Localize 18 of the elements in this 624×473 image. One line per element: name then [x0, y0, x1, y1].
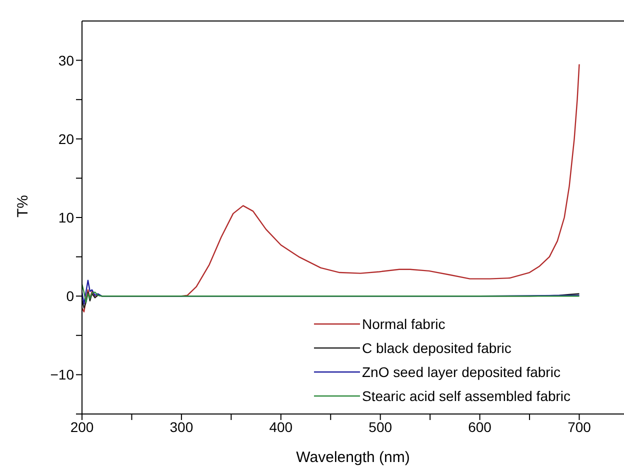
x-tick-label: 500 — [368, 418, 392, 435]
legend-label: Stearic acid self assembled fabric — [362, 388, 571, 404]
x-axis-title: Wavelength (nm) — [296, 449, 410, 466]
y-tick-label: 30 — [58, 52, 74, 68]
y-tick-label: 10 — [58, 209, 74, 226]
x-tick-label: 700 — [568, 418, 592, 435]
x-tick-label: 400 — [269, 418, 293, 435]
x-tick-label: 300 — [170, 418, 194, 435]
y-tick-label: 0 — [66, 288, 74, 304]
line-series — [82, 284, 580, 303]
y-tick-label: −10 — [50, 366, 74, 383]
legend-label: ZnO seed layer deposited fabric — [362, 364, 560, 380]
x-tick-label: 200 — [70, 418, 94, 435]
legend-label: C black deposited fabric — [362, 340, 512, 356]
y-axis-title: T% — [14, 195, 32, 218]
x-tick-label: 600 — [468, 418, 492, 435]
legend-label: Normal fabric — [362, 316, 446, 332]
y-tick-label: 20 — [58, 130, 74, 147]
